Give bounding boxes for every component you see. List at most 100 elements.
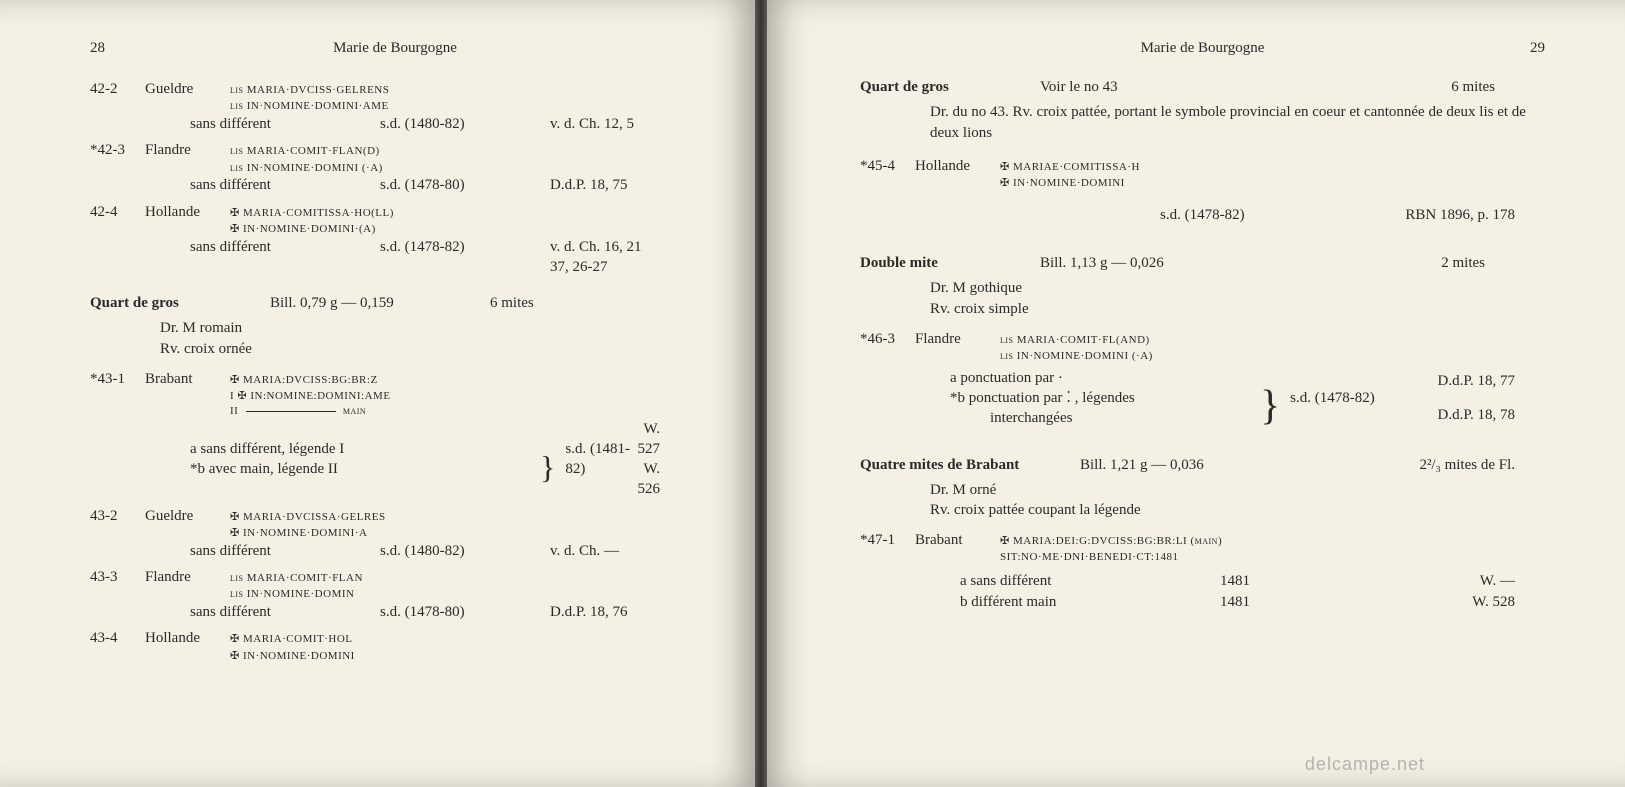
date: 1481: [1220, 571, 1350, 591]
catalog-number: 42-2: [90, 79, 145, 99]
description: Dr. M romain Rv. croix ornée: [90, 318, 700, 359]
specification: Bill. 0,79 g — 0,159: [270, 295, 490, 312]
section-heading: Quatre mites de Brabant Bill. 1,21 g — 0…: [860, 457, 1545, 474]
date: s.d. (1478-82): [380, 237, 550, 257]
coin-legend: lis IN·NOMINE·DOMINI (·A): [860, 349, 1545, 364]
region: Gueldre: [145, 79, 230, 99]
brace-icon: }: [1260, 396, 1280, 417]
legend-prefix: II: [230, 405, 238, 417]
reference: D.d.P. 18, 76: [550, 602, 700, 622]
value: 6 mites: [490, 295, 700, 312]
coin-legend: SIT:NO·ME·DNI·BENEDI·CT:1481: [860, 550, 1545, 565]
coin-legend: ✠ MARIA·COMIT·HOL: [230, 632, 353, 647]
reference: W. 528: [1350, 592, 1545, 612]
region: Flandre: [145, 567, 230, 587]
page-number: 29: [1530, 40, 1545, 57]
coin-type-title: Quatre mites de Brabant: [860, 457, 1080, 474]
running-head: Marie de Bourgogne: [333, 40, 457, 57]
left-page: 28 Marie de Bourgogne 42-2 Gueldre lis M…: [0, 0, 760, 787]
coin-legend: lis IN·NOMINE·DOMINI·AME: [90, 99, 700, 114]
section-heading: Quart de gros Bill. 0,79 g — 0,159 6 mit…: [90, 295, 700, 312]
section-heading: Quart de gros Voir le no 43 6 mites: [860, 79, 1545, 96]
cross-reference: Voir le no 43: [1040, 79, 1260, 96]
reverse-desc: Rv. croix simple: [930, 299, 1545, 319]
reference: W. 526: [638, 459, 661, 500]
catalog-entry: 43-4 Hollande ✠ MARIA·COMIT·HOL ✠ IN·NOM…: [90, 628, 700, 663]
differentiator: sans différent: [190, 541, 380, 561]
reference: D.d.P. 18, 77: [1420, 371, 1515, 391]
section-heading: Double mite Bill. 1,13 g — 0,026 2 mites: [860, 255, 1545, 272]
catalog-entry: 43-2 Gueldre ✠ MARIA·DVCISSA·GELRES ✠ IN…: [90, 506, 700, 561]
region: Hollande: [915, 156, 1000, 176]
catalog-number: 43-2: [90, 506, 145, 526]
left-header: 28 Marie de Bourgogne: [90, 40, 700, 57]
region: Brabant: [145, 369, 230, 389]
catalog-number: 43-3: [90, 567, 145, 587]
watermark-text: delcampe.net: [1305, 754, 1425, 775]
coin-legend: ✠ MARIAE·COMITISSA·H: [1000, 160, 1140, 175]
date: s.d. (1481-82): [555, 439, 637, 480]
catalog-entry: *45-4 Hollande ✠ MARIAE·COMITISSA·H ✠ IN…: [860, 156, 1545, 225]
catalog-entry: 43-3 Flandre lis MARIA·COMIT·FLAN lis IN…: [90, 567, 700, 622]
value: 2 mites: [1260, 255, 1545, 272]
coin-legend: ✠ IN·NOMINE·DOMINI·(A): [90, 222, 700, 237]
coin-legend: lis MARIA·COMIT·FLAN(D): [230, 144, 380, 159]
value: 2²/₃ mites de Fl.: [1300, 457, 1545, 474]
variant-line: *b ponctuation par ⁚ , légendes: [950, 388, 1260, 408]
running-head: Marie de Bourgogne: [1141, 40, 1265, 57]
specification: Bill. 1,13 g — 0,026: [1040, 255, 1260, 272]
reference: v. d. Ch. 12, 5: [550, 114, 700, 134]
coin-legend: lis MARIA·DVCISS·GELRENS: [230, 83, 389, 98]
rule-line: [246, 411, 336, 412]
obverse-desc: Dr. M romain: [160, 318, 700, 338]
coin-legend: lis MARIA·COMIT·FL(AND): [1000, 333, 1150, 348]
date: s.d. (1478-82): [1280, 388, 1420, 408]
coin-legend: lis IN·NOMINE·DOMINI (·A): [90, 161, 700, 176]
coin-legend: ✠ IN·NOMINE·DOMINI: [860, 176, 1545, 191]
date: s.d. (1480-82): [380, 541, 550, 561]
obverse-desc: Dr. M gothique: [930, 278, 1545, 298]
variant-line: *b avec main, légende II: [190, 459, 540, 479]
coin-legend: ✠ MARIA:DVCISS:BG:BR:Z: [230, 373, 378, 388]
coin-legend: ✠ MARIA·DVCISSA·GELRES: [230, 510, 386, 525]
catalog-entry: 42-4 Hollande ✠ MARIA·COMITISSA·HO(LL) ✠…: [90, 202, 700, 278]
region: Hollande: [145, 628, 230, 648]
coin-legend: lis IN·NOMINE·DOMIN: [90, 587, 700, 602]
coin-legend: lis MARIA·COMIT·FLAN: [230, 571, 363, 586]
brace-icon: }: [540, 459, 555, 475]
legend-suffix: main: [343, 405, 366, 417]
reference: W. 527: [638, 419, 661, 460]
date: s.d. (1478-80): [380, 175, 550, 195]
catalog-number: *42-3: [90, 140, 145, 160]
date: s.d. (1478-82): [1160, 205, 1340, 225]
coin-type-title: Quart de gros: [860, 79, 1040, 96]
reference: W. —: [1350, 571, 1545, 591]
value: 6 mites: [1260, 79, 1545, 96]
catalog-number: *46-3: [860, 329, 915, 349]
page-number: 28: [90, 40, 105, 57]
coin-legend: ✠ IN·NOMINE·DOMINI·A: [90, 526, 700, 541]
catalog-entry: 42-2 Gueldre lis MARIA·DVCISS·GELRENS li…: [90, 79, 700, 134]
differentiator: sans différent: [190, 114, 380, 134]
variant-line: b différent main: [960, 592, 1220, 612]
reverse-desc: Rv. croix ornée: [160, 339, 700, 359]
reference: v. d. Ch. —: [550, 541, 700, 561]
catalog-entry: *47-1 Brabant ✠ MARIA:DEI:G:DVCISS:BG:BR…: [860, 530, 1545, 612]
variant-line: interchangées: [950, 408, 1260, 428]
region: Flandre: [915, 329, 1000, 349]
book-spine: [755, 0, 767, 787]
catalog-number: 43-4: [90, 628, 145, 648]
coin-legend: ✠ MARIA·COMITISSA·HO(LL): [230, 206, 394, 221]
variant-line: a ponctuation par ·: [950, 368, 1260, 388]
reference: RBN 1896, p. 178: [1340, 205, 1545, 225]
catalog-number: *47-1: [860, 530, 915, 550]
differentiator: sans différent: [190, 175, 380, 195]
right-page: Marie de Bourgogne 29 Quart de gros Voir…: [760, 0, 1625, 787]
description: Dr. M gothique Rv. croix simple: [860, 278, 1545, 319]
variant-line: a sans différent, légende I: [190, 439, 540, 459]
coin-legend: II main: [90, 404, 700, 419]
catalog-entry: *43-1 Brabant ✠ MARIA:DVCISS:BG:BR:Z I ✠…: [90, 369, 700, 500]
obverse-desc: Dr. M orné: [930, 480, 1545, 500]
catalog-entry: *42-3 Flandre lis MARIA·COMIT·FLAN(D) li…: [90, 140, 700, 195]
catalog-number: *43-1: [90, 369, 145, 389]
